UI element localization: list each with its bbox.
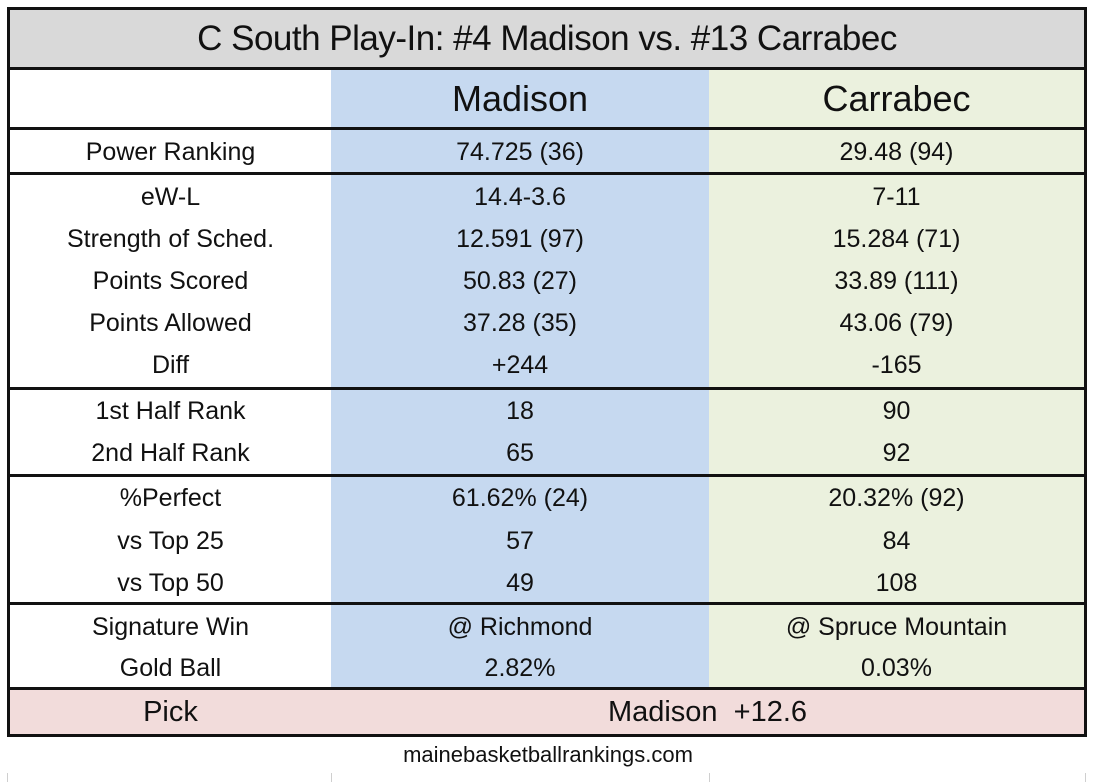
- pick-row: Pick Madison +12.6: [10, 690, 1084, 734]
- row-label: Diff: [151, 350, 190, 379]
- table-title: C South Play-In: #4 Madison vs. #13 Carr…: [10, 10, 1084, 70]
- gridline-tick: [1085, 773, 1086, 782]
- table-row: Points Scored 50.83 (27) 33.89 (111): [10, 260, 1084, 302]
- divider: [10, 687, 1084, 690]
- pick-value: Madison +12.6: [607, 695, 808, 728]
- madison-value: 61.62% (24): [451, 484, 589, 512]
- madison-value: 12.591 (97): [456, 224, 584, 253]
- table-row: Strength of Sched. 12.591 (97) 15.284 (7…: [10, 218, 1084, 260]
- carrabec-value: 84: [882, 526, 911, 555]
- table-row: eW-L 14.4-3.6 7-11: [10, 176, 1084, 218]
- row-label: vs Top 25: [117, 526, 224, 555]
- madison-value: 14.4-3.6: [474, 182, 566, 211]
- gridline-tick: [7, 773, 8, 782]
- carrabec-value: 108: [875, 568, 918, 597]
- madison-value: 37.28 (35): [463, 308, 577, 337]
- row-label: 2nd Half Rank: [91, 438, 250, 467]
- table-row: Power Ranking 74.725 (36) 29.48 (94): [10, 133, 1084, 171]
- carrabec-value: -165: [871, 350, 922, 379]
- carrabec-value: 92: [882, 438, 911, 467]
- table-row: vs Top 25 57 84: [10, 520, 1084, 562]
- row-label: Strength of Sched.: [66, 224, 275, 253]
- carrabec-value: 33.89 (111): [834, 266, 959, 295]
- table-row: Signature Win @ Richmond @ Spruce Mounta…: [10, 606, 1084, 648]
- table-row: 2nd Half Rank 65 92: [10, 432, 1084, 474]
- carrabec-value: 43.06 (79): [839, 308, 954, 337]
- divider: [10, 602, 1084, 605]
- table-row: Points Allowed 37.28 (35) 43.06 (79): [10, 302, 1084, 344]
- team-header-row: Madison Carrabec: [10, 70, 1084, 127]
- table-row: Diff +244 -165: [10, 344, 1084, 386]
- carrabec-value: 15.284 (71): [832, 224, 961, 253]
- carrabec-value: 0.03%: [861, 653, 932, 682]
- row-label: Points Scored: [92, 266, 249, 295]
- carrabec-value: 7-11: [872, 182, 921, 211]
- row-label: 1st Half Rank: [95, 396, 246, 425]
- madison-header: Madison: [451, 77, 589, 119]
- madison-value: 65: [506, 438, 534, 467]
- footer-site-name: mainebasketballrankings.com: [403, 742, 693, 767]
- pick-label: Pick: [143, 695, 198, 728]
- table-row: vs Top 50 49 108: [10, 562, 1084, 604]
- madison-value: 2.82%: [484, 653, 556, 682]
- divider: [10, 474, 1084, 477]
- row-label: vs Top 50: [117, 568, 224, 597]
- comparison-table: C South Play-In: #4 Madison vs. #13 Carr…: [7, 7, 1087, 737]
- table-row: %Perfect 61.62% (24) 20.32% (92): [10, 477, 1084, 520]
- madison-value: 18: [506, 396, 534, 425]
- row-label: eW-L: [140, 182, 201, 211]
- row-label: Points Allowed: [89, 308, 252, 337]
- carrabec-value: 90: [882, 396, 911, 425]
- madison-value: @ Richmond: [447, 612, 593, 641]
- row-label: Signature Win: [91, 612, 250, 641]
- row-label: Gold Ball: [119, 653, 222, 682]
- madison-value: 74.725 (36): [456, 137, 584, 166]
- madison-value: 49: [506, 568, 534, 597]
- table-row: Gold Ball 2.82% 0.03%: [10, 648, 1084, 688]
- divider: [10, 127, 1084, 130]
- carrabec-value: 29.48 (94): [839, 137, 954, 166]
- carrabec-value: @ Spruce Mountain: [785, 612, 1008, 641]
- gridline-tick: [709, 773, 710, 782]
- madison-value: +244: [491, 350, 549, 379]
- carrabec-header: Carrabec: [822, 77, 971, 119]
- gridline-tick: [331, 773, 332, 782]
- table-row: 1st Half Rank 18 90: [10, 390, 1084, 432]
- madison-value: 50.83 (27): [463, 266, 577, 295]
- divider: [10, 387, 1084, 390]
- divider: [10, 172, 1084, 175]
- carrabec-value: 20.32% (92): [828, 484, 965, 512]
- row-label: Power Ranking: [85, 137, 256, 166]
- row-label: %Perfect: [119, 484, 222, 512]
- madison-value: 57: [506, 526, 534, 555]
